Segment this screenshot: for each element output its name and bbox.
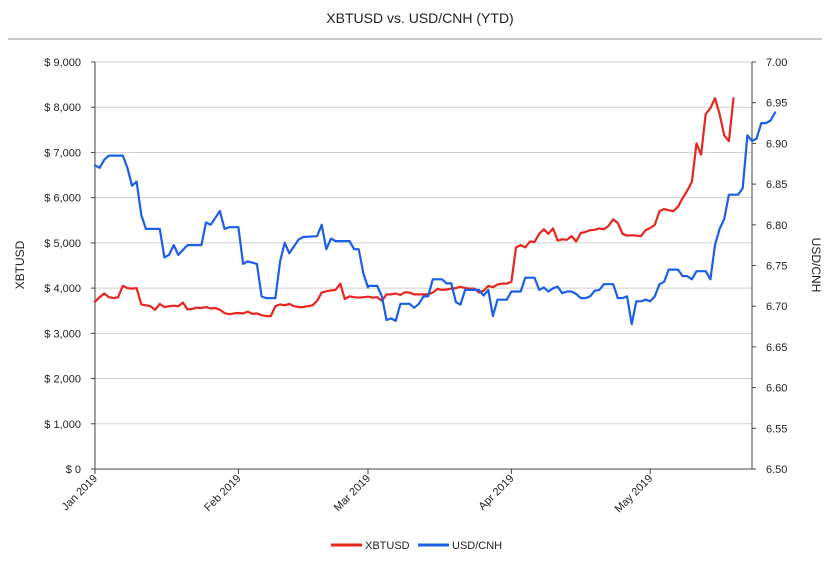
x-tick-label: Apr 2019 bbox=[476, 473, 516, 513]
y-tick-label-left: $ 1,000 bbox=[44, 419, 81, 431]
y-tick-label-left: $ 6,000 bbox=[44, 193, 81, 205]
y-tick-label-left: $ 4,000 bbox=[44, 283, 81, 295]
y-axis-label-right: USD/CNH bbox=[809, 238, 823, 293]
y-tick-label-left: $ 3,000 bbox=[44, 328, 81, 340]
y-tick-label-right: 6.80 bbox=[766, 220, 787, 232]
gridlines bbox=[95, 61, 752, 425]
y-tick-label-left: $ 2,000 bbox=[44, 374, 81, 386]
series-lines bbox=[93, 97, 777, 326]
axes: $ 0 $ 1,000 $ 2,000 $ 3,000 $ 4,000 $ 5,000 $ … bbox=[44, 57, 787, 515]
x-tick-label: May 2019 bbox=[613, 473, 656, 516]
legend-label-xbtusd: XBTUSD bbox=[365, 540, 410, 552]
y-tick-label-right: 6.95 bbox=[766, 98, 787, 110]
series-line-usdcnh bbox=[93, 111, 777, 326]
x-tick-label: Mar 2019 bbox=[332, 473, 373, 514]
legend-label-usdcnh: USD/CNH bbox=[452, 540, 502, 552]
y-tick-label-right: 6.55 bbox=[766, 423, 787, 435]
x-tick-label: Feb 2019 bbox=[202, 473, 243, 514]
x-tick-label: Jan 2019 bbox=[60, 473, 100, 513]
y-tick-label-left: $ 5,000 bbox=[44, 238, 81, 250]
y-tick-label-right: 6.65 bbox=[766, 342, 787, 354]
y-tick-label-right: 6.85 bbox=[766, 179, 787, 191]
y-tick-label-right: 6.70 bbox=[766, 301, 787, 313]
y-tick-label-left: $ 9,000 bbox=[44, 57, 81, 69]
y-tick-label-right: 6.50 bbox=[766, 464, 787, 476]
y-axis-label-left: XBTUSD bbox=[13, 240, 27, 289]
y-tick-label-left: $ 7,000 bbox=[44, 147, 81, 159]
y-tick-label-right: 6.60 bbox=[766, 383, 787, 395]
y-tick-label-left: $ 0 bbox=[66, 464, 81, 476]
y-tick-label-right: 7.00 bbox=[766, 57, 787, 69]
series-line-xbtusd bbox=[93, 97, 735, 318]
y-tick-label-right: 6.75 bbox=[766, 261, 787, 273]
y-tick-label-left: $ 8,000 bbox=[44, 102, 81, 114]
chart-title: XBTUSD vs. USD/CNH (YTD) bbox=[326, 10, 513, 26]
y-tick-label-right: 6.90 bbox=[766, 138, 787, 150]
legend: XBTUSD USD/CNH bbox=[331, 540, 502, 552]
